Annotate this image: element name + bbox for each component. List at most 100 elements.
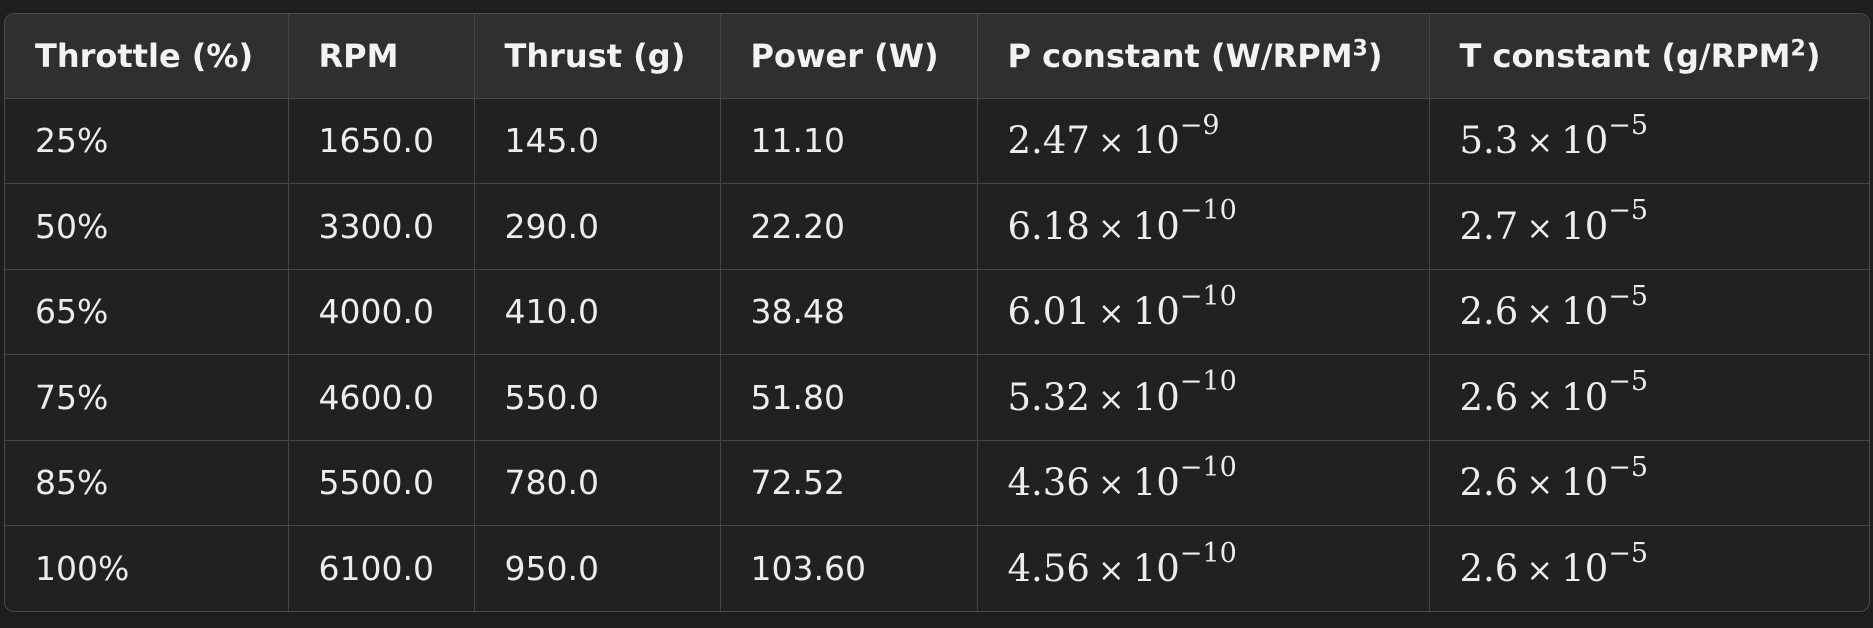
header-label: P constant (W/RPM xyxy=(1007,36,1353,75)
cell-rpm: 3300.0 xyxy=(288,183,475,270)
exponent: −5 xyxy=(1608,280,1649,312)
cell-throttle: 25% xyxy=(5,98,289,184)
times-symbol: × xyxy=(1097,123,1125,162)
cell-rpm: 4000.0 xyxy=(288,269,475,355)
cell-p-constant: 6.18 × 10−10 xyxy=(977,183,1430,270)
times-symbol: × xyxy=(1097,208,1125,247)
cell-throttle: 65% xyxy=(5,269,289,355)
table-row: 65% 4000.0 410.0 38.48 6.01 × 10−10 2.6 × 10−5 xyxy=(5,269,1869,355)
cell-power: 103.60 xyxy=(720,525,978,611)
header-label: T constant (g/RPM xyxy=(1459,36,1791,75)
mantissa: 2.6 xyxy=(1459,547,1519,590)
exponent: −5 xyxy=(1608,451,1649,483)
header-p-constant: P constant (W/RPM3) xyxy=(977,14,1430,99)
header-label-tail: ) xyxy=(1805,36,1821,75)
cell-throttle: 85% xyxy=(5,440,289,526)
base: 10 xyxy=(1132,547,1180,590)
header-rpm: RPM xyxy=(288,14,475,99)
exponent: −9 xyxy=(1179,109,1220,141)
base: 10 xyxy=(1561,547,1609,590)
cell-thrust: 950.0 xyxy=(474,525,721,611)
mantissa: 2.6 xyxy=(1459,290,1519,334)
header-thrust: Thrust (g) xyxy=(474,14,721,99)
cell-rpm: 1650.0 xyxy=(288,98,475,184)
cell-t-constant: 2.6 × 10−5 xyxy=(1429,354,1869,441)
exponent: −10 xyxy=(1179,451,1237,483)
cell-p-constant: 5.32 × 10−10 xyxy=(977,354,1430,441)
table-row: 75% 4600.0 550.0 51.80 5.32 × 10−10 2.6 × 10−5 xyxy=(5,354,1869,441)
base: 10 xyxy=(1561,204,1609,248)
cell-thrust: 410.0 xyxy=(474,269,721,355)
mantissa: 6.18 xyxy=(1007,204,1090,248)
times-symbol: × xyxy=(1526,465,1554,504)
table-row: 100% 6100.0 950.0 103.60 4.56 × 10−10 2.6 × 10−5 xyxy=(5,525,1869,612)
mantissa: 2.47 xyxy=(1007,119,1090,163)
base: 10 xyxy=(1561,290,1609,334)
cell-p-constant: 4.36 × 10−10 xyxy=(977,440,1430,526)
header-unit-exponent: 2 xyxy=(1790,36,1806,62)
base: 10 xyxy=(1132,119,1180,163)
header-label: Power (W) xyxy=(750,36,939,75)
header-label: RPM xyxy=(318,36,399,75)
mantissa: 4.56 xyxy=(1007,547,1090,590)
base: 10 xyxy=(1561,461,1609,505)
cell-thrust: 780.0 xyxy=(474,440,721,526)
times-symbol: × xyxy=(1526,379,1554,418)
table-body: 25% 1650.0 145.0 11.10 2.47 × 10−9 5.3 × 10−5 50% 3… xyxy=(5,98,1869,611)
base: 10 xyxy=(1132,204,1180,248)
cell-rpm: 4600.0 xyxy=(288,354,475,441)
cell-throttle: 100% xyxy=(5,525,289,611)
exponent: −5 xyxy=(1608,537,1649,569)
cell-power: 11.10 xyxy=(720,98,978,184)
cell-t-constant: 2.7 × 10−5 xyxy=(1429,183,1869,270)
times-symbol: × xyxy=(1526,551,1554,589)
mantissa: 5.3 xyxy=(1459,119,1519,163)
times-symbol: × xyxy=(1097,551,1125,589)
cell-throttle: 50% xyxy=(5,183,289,270)
times-symbol: × xyxy=(1526,123,1554,162)
header-label: Thrust (g) xyxy=(504,36,686,75)
header-row: Throttle (%) RPM Thrust (g) Power (W) P cons… xyxy=(5,14,1869,99)
cell-rpm: 6100.0 xyxy=(288,525,475,611)
header-t-constant: T constant (g/RPM2) xyxy=(1429,14,1869,99)
mantissa: 2.7 xyxy=(1459,204,1519,248)
mantissa: 5.32 xyxy=(1007,375,1090,419)
cell-t-constant: 5.3 × 10−5 xyxy=(1429,98,1869,184)
header-unit-exponent: 3 xyxy=(1352,36,1368,62)
exponent: −5 xyxy=(1608,195,1649,227)
table-header: Throttle (%) RPM Thrust (g) Power (W) P cons… xyxy=(5,14,1869,99)
base: 10 xyxy=(1561,375,1609,419)
exponent: −5 xyxy=(1608,109,1649,141)
cell-thrust: 550.0 xyxy=(474,354,721,441)
data-table-container: Throttle (%) RPM Thrust (g) Power (W) P cons… xyxy=(4,13,1870,612)
cell-t-constant: 2.6 × 10−5 xyxy=(1429,269,1869,355)
table-row: 85% 5500.0 780.0 72.52 4.36 × 10−10 2.6 × 10−5 xyxy=(5,440,1869,526)
times-symbol: × xyxy=(1097,294,1125,333)
cell-power: 38.48 xyxy=(720,269,978,355)
header-label: Throttle (%) xyxy=(35,36,254,75)
mantissa: 4.36 xyxy=(1007,461,1090,505)
mantissa: 2.6 xyxy=(1459,375,1519,419)
times-symbol: × xyxy=(1097,379,1125,418)
exponent: −10 xyxy=(1179,195,1237,227)
table-row: 50% 3300.0 290.0 22.20 6.18 × 10−10 2.7 × 10−5 xyxy=(5,183,1869,270)
times-symbol: × xyxy=(1526,208,1554,247)
cell-throttle: 75% xyxy=(5,354,289,441)
mantissa: 6.01 xyxy=(1007,290,1090,334)
cell-t-constant: 2.6 × 10−5 xyxy=(1429,526,1869,612)
base: 10 xyxy=(1132,461,1180,505)
base: 10 xyxy=(1132,290,1180,334)
base: 10 xyxy=(1561,119,1609,163)
cell-rpm: 5500.0 xyxy=(288,440,475,526)
cell-power: 22.20 xyxy=(720,183,978,270)
cell-t-constant: 2.6 × 10−5 xyxy=(1429,440,1869,526)
header-label-tail: ) xyxy=(1367,36,1383,75)
exponent: −10 xyxy=(1179,537,1237,569)
cell-power: 72.52 xyxy=(720,440,978,526)
cell-p-constant: 6.01 × 10−10 xyxy=(977,269,1430,355)
cell-thrust: 145.0 xyxy=(474,98,721,184)
exponent: −10 xyxy=(1179,366,1237,398)
cell-power: 51.80 xyxy=(720,354,978,441)
header-power: Power (W) xyxy=(720,14,978,99)
cell-p-constant: 2.47 × 10−9 xyxy=(977,98,1430,184)
